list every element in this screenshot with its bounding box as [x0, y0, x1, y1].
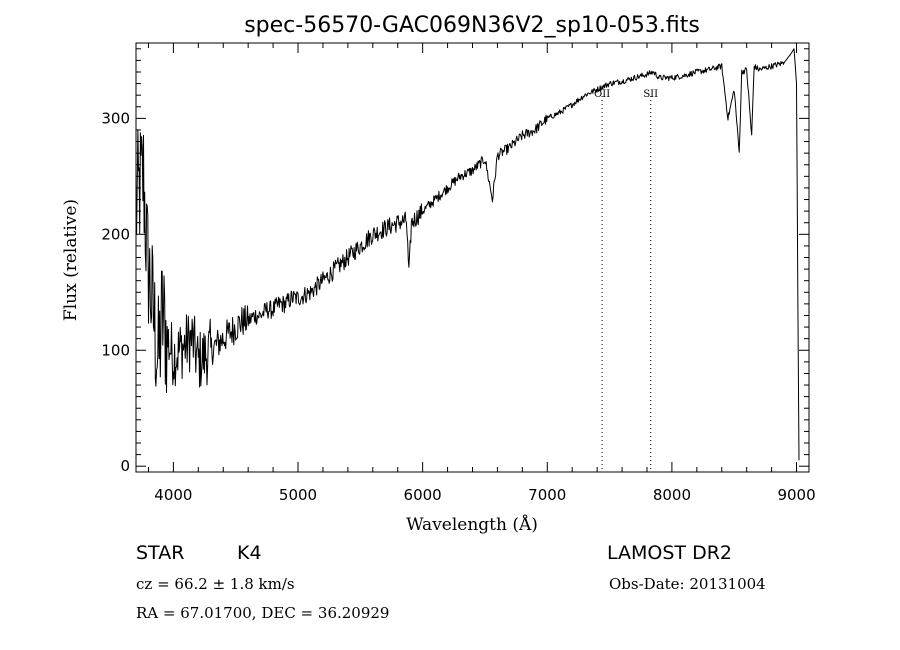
y-axis-ticks: 0 100 200 300 — [101, 109, 809, 475]
redshift-cz: cz = 66.2 ± 1.8 km/s — [136, 575, 295, 593]
chart-title: spec-56570-GAC069N36V2_sp10-053.fits — [244, 13, 700, 38]
y-minor-ticks — [136, 48, 809, 456]
spectral-line-label: OII — [594, 89, 610, 100]
survey-name: LAMOST DR2 — [607, 542, 732, 564]
spectral-line-label: SII — [643, 89, 658, 100]
y-tick-label: 100 — [101, 341, 130, 359]
x-tick-label: 4000 — [154, 486, 192, 504]
x-tick-label: 9000 — [777, 486, 815, 504]
plot-frame — [135, 42, 810, 473]
spectrum-line — [135, 48, 800, 461]
observation-date: Obs-Date: 20131004 — [609, 575, 766, 593]
y-tick-label: 200 — [101, 225, 130, 243]
y-tick-label: 0 — [120, 457, 130, 475]
x-tick-label: 7000 — [528, 486, 566, 504]
x-tick-label: 6000 — [404, 486, 442, 504]
coordinates: RA = 67.01700, DEC = 36.20929 — [136, 604, 390, 622]
y-axis-label: Flux (relative) — [61, 199, 81, 321]
x-tick-label: 5000 — [279, 486, 317, 504]
x-minor-ticks — [147, 43, 773, 472]
x-axis-ticks: 4000 5000 6000 7000 8000 9000 — [154, 43, 816, 504]
spectral-line-markers: OII SII — [594, 89, 658, 472]
object-subclass: K4 — [237, 542, 262, 564]
x-axis-label: Wavelength (Å) — [406, 514, 538, 535]
y-tick-label: 300 — [101, 109, 130, 127]
object-class: STAR — [136, 542, 185, 564]
x-tick-label: 8000 — [653, 486, 691, 504]
